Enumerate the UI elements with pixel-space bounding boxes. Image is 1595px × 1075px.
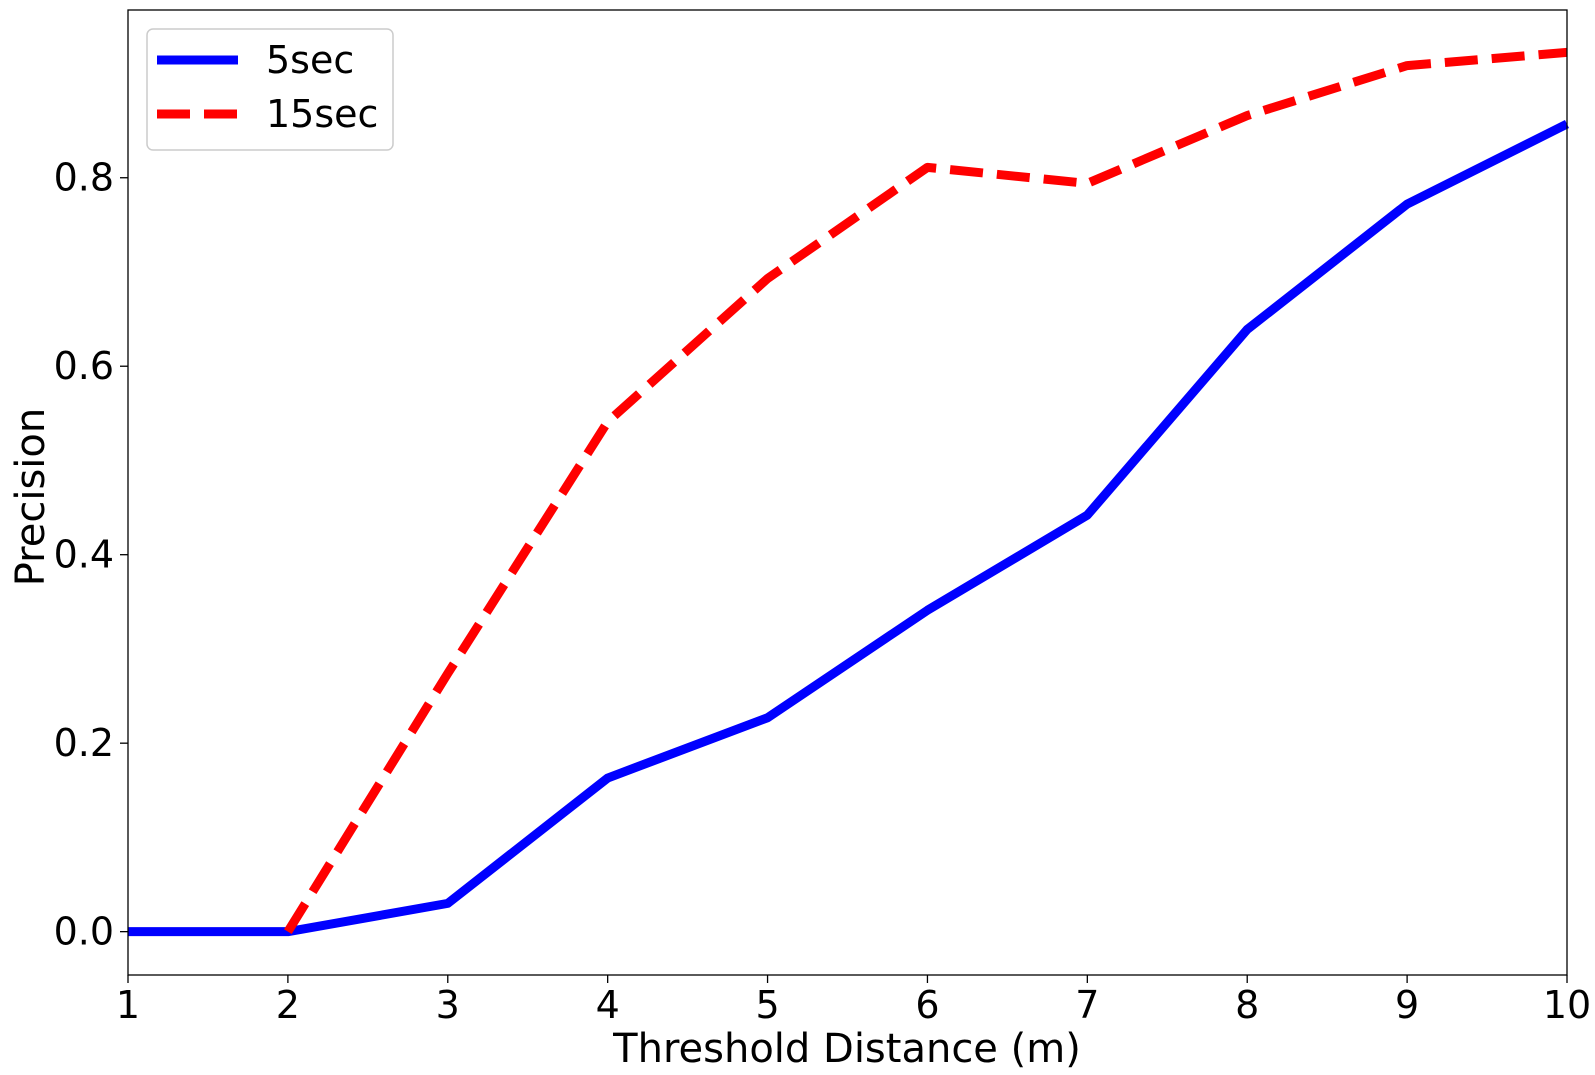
series-line-15sec — [284, 47, 1568, 935]
series-line-5sec — [128, 120, 1570, 937]
x-tick-label: 2 — [276, 983, 300, 1027]
x-tick-label: 5 — [755, 983, 779, 1027]
x-axis-label: Threshold Distance (m) — [612, 1026, 1081, 1072]
x-tick-label: 7 — [1075, 983, 1099, 1027]
x-tick-label: 1 — [116, 983, 140, 1027]
x-tick-label: 8 — [1235, 983, 1259, 1027]
legend: 5sec 15sec — [146, 28, 394, 151]
x-tick-label: 9 — [1395, 983, 1419, 1027]
x-tick-label: 4 — [596, 983, 620, 1027]
x-tick-label: 10 — [1543, 983, 1591, 1027]
legend-label: 15sec — [266, 92, 378, 136]
y-tick-label: 0.0 — [54, 910, 114, 954]
series-layer — [128, 47, 1570, 937]
y-axis-label: Precision — [8, 408, 54, 586]
legend-items: 5sec 15sec — [157, 38, 378, 136]
y-tick-label: 0.8 — [54, 156, 114, 200]
x-tick-label: 3 — [436, 983, 460, 1027]
y-tick-label: 0.4 — [54, 533, 114, 577]
y-tick-label: 0.2 — [54, 721, 114, 765]
plot-area — [128, 10, 1567, 975]
y-axis: 0.0 0.2 0.4 0.6 0.8 — [54, 156, 128, 954]
plot-frame — [127, 9, 1568, 976]
x-tick-label: 6 — [915, 983, 939, 1027]
x-axis: 1 2 3 4 5 6 7 8 9 10 — [116, 975, 1591, 1027]
legend-label: 5sec — [266, 38, 354, 82]
y-tick-label: 0.6 — [54, 344, 114, 388]
